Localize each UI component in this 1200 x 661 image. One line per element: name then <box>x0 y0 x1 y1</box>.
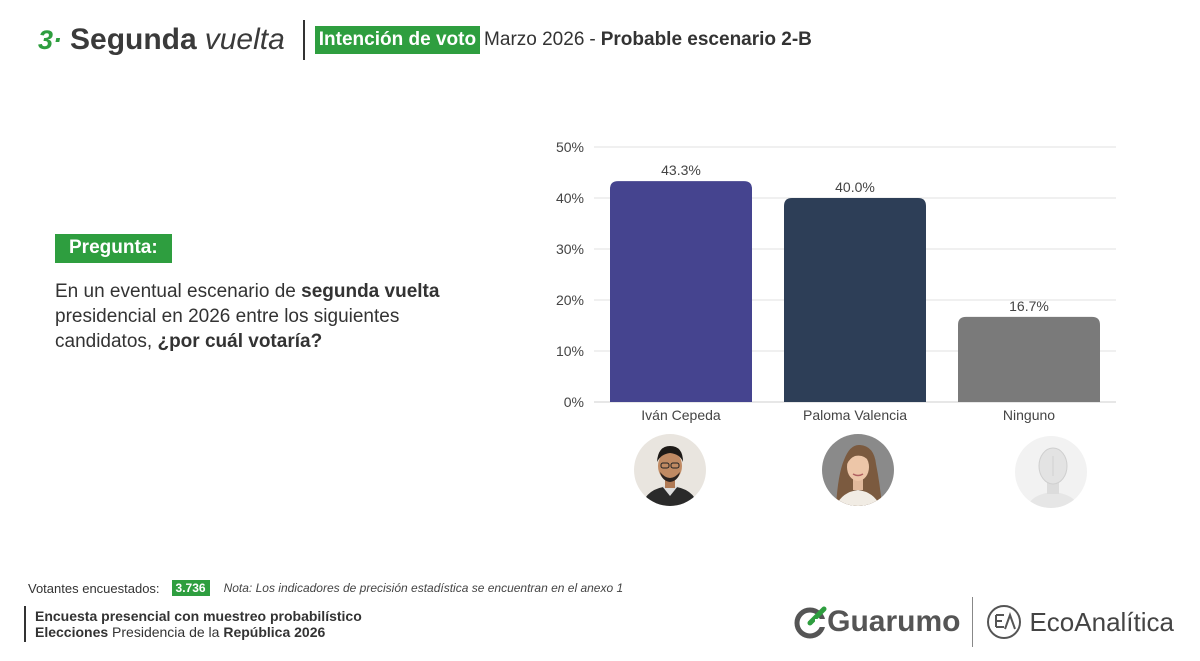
category-label-0: Iván Cepeda <box>641 407 721 423</box>
survey-description: Encuesta presencial con muestreo probabi… <box>35 608 362 640</box>
precision-note: Nota: Los indicadores de precisión estad… <box>223 581 624 595</box>
question-bold1: segunda vuelta <box>301 281 440 302</box>
guarumo-mark-icon <box>794 606 828 639</box>
section-number: 3· <box>38 24 63 55</box>
ecoanalitica-logo-text: EcoAnalítica <box>1029 606 1174 637</box>
y-tick-label-30: 30% <box>556 241 584 257</box>
woman-portrait-icon <box>822 434 894 506</box>
sample-size-badge: 3.736 <box>171 580 210 596</box>
data-label-2: 16.7% <box>1009 298 1049 314</box>
bar-2 <box>958 316 1100 402</box>
logos: Guarumo EcoAnalítica <box>793 596 1174 648</box>
category-label-2: Ninguno <box>1003 407 1055 423</box>
bar-0 <box>610 181 752 402</box>
ecoanalitica-mark-icon <box>987 605 1022 639</box>
question-label: Pregunta: <box>55 234 172 263</box>
footer-divider <box>24 606 26 642</box>
header-dash: - <box>589 29 596 50</box>
question-part2: presidencial en 2026 entre los siguiente… <box>55 306 400 352</box>
bar-1 <box>784 198 926 402</box>
data-label-0: 43.3% <box>661 162 701 178</box>
category-label-1: Paloma Valencia <box>803 407 907 423</box>
y-tick-label-20: 20% <box>556 292 584 308</box>
ecoanalitica-logo: EcoAnalítica <box>985 603 1174 641</box>
section-title: Segunda <box>70 23 197 56</box>
election-mid: Presidencia de la <box>108 624 224 640</box>
paloma-valencia-avatar <box>822 434 894 506</box>
ninguno-avatar <box>1015 436 1087 508</box>
scenario-title: Probable escenario 2-B <box>600 29 812 50</box>
guarumo-logo: Guarumo <box>793 605 960 639</box>
y-tick-label-0: 0% <box>564 394 584 410</box>
mannequin-icon <box>1015 436 1087 508</box>
survey-date: Marzo 2026 <box>484 29 585 50</box>
topic-badge: Intención de voto <box>314 26 481 54</box>
question-part1: En un eventual escenario de <box>55 281 302 302</box>
header-divider <box>302 20 305 60</box>
ivan-cepeda-avatar <box>634 434 706 506</box>
man-portrait-icon <box>634 434 706 506</box>
y-tick-label-10: 10% <box>556 343 584 359</box>
sample-label: Votantes encuestados: <box>28 580 160 596</box>
data-label-1: 40.0% <box>835 179 875 195</box>
election-label: Elecciones <box>35 624 109 640</box>
question-text: En un eventual escenario de segunda vuel… <box>55 279 475 354</box>
logo-divider <box>972 597 974 647</box>
header: 3· Segunda vuelta Intención de voto Marz… <box>38 18 812 62</box>
question-bold2: ¿por cuál votaría? <box>157 331 323 352</box>
survey-method: Encuesta presencial con muestreo probabi… <box>35 608 362 624</box>
sample-info: Votantes encuestados: 3.736 Nota: Los in… <box>28 580 623 596</box>
guarumo-logo-text: Guarumo <box>827 605 961 638</box>
election-year: República 2026 <box>223 624 326 640</box>
y-tick-label-50: 50% <box>556 139 584 155</box>
y-tick-label-40: 40% <box>556 190 584 206</box>
vote-intention-chart: 0% 10% 20% 30% 40% 50% 43.3% Iván Cepeda 40.0% Pa… <box>556 139 1116 423</box>
section-title-italic: vuelta <box>204 23 285 56</box>
